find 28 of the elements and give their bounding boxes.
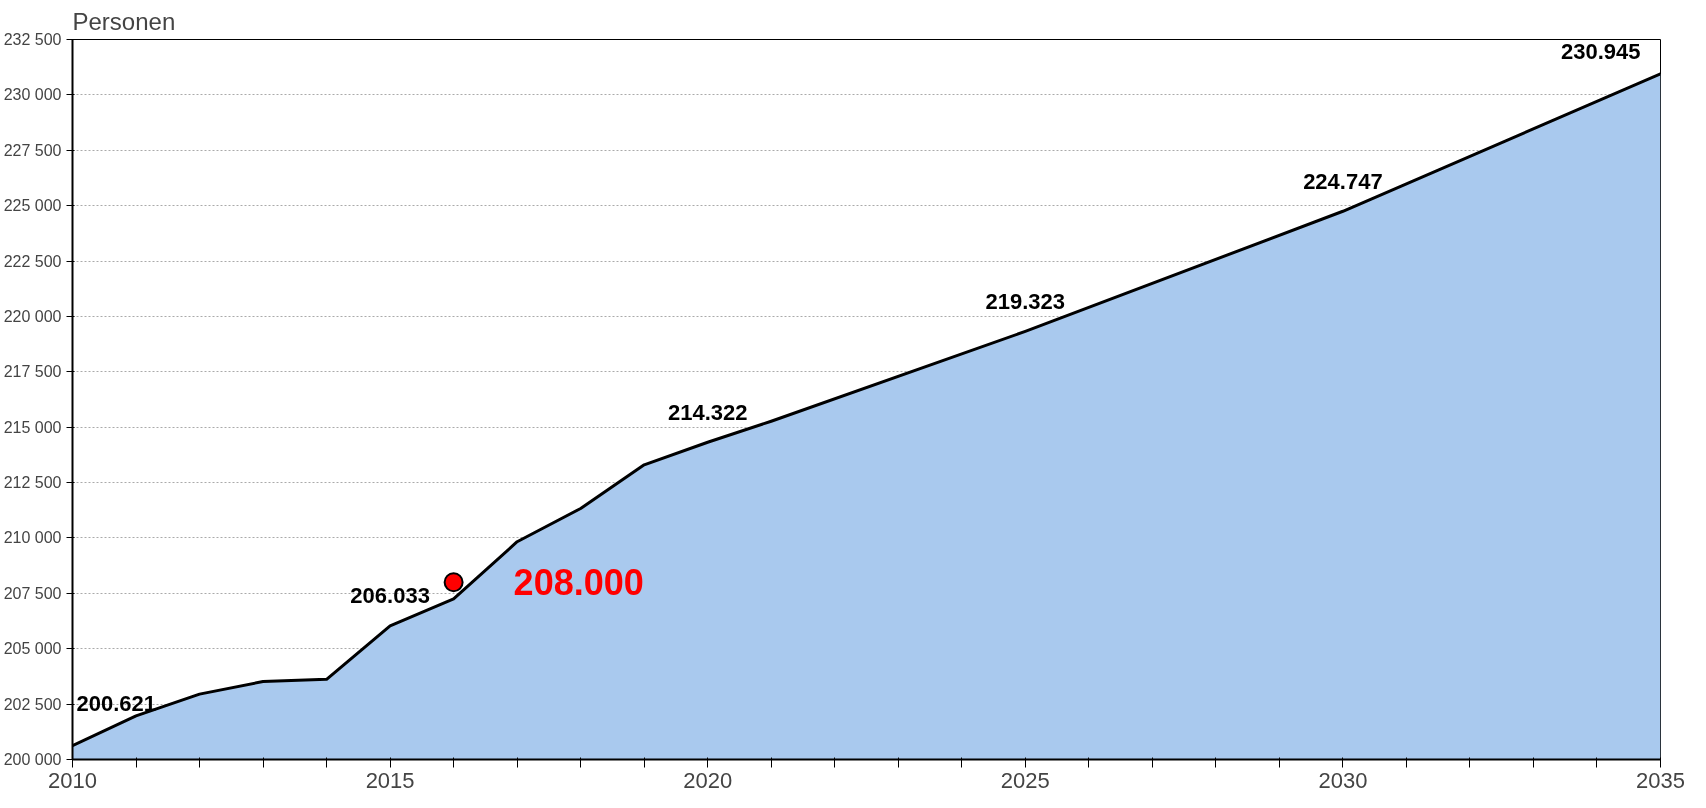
data-label: 224.747 xyxy=(1303,168,1383,194)
data-label: 219.323 xyxy=(985,288,1066,314)
x-tick-label: 2030 xyxy=(1318,767,1368,793)
y-tick-label: 212 500 xyxy=(3,474,62,492)
y-tick-label: 217 500 xyxy=(3,363,62,381)
data-label: 208.000 xyxy=(513,562,644,604)
y-tick-label: 200 000 xyxy=(3,751,62,768)
y-tick-label: 230 000 xyxy=(3,86,62,104)
x-tick-label: 2010 xyxy=(48,767,97,793)
y-tick-label: 210 000 xyxy=(3,529,62,547)
y-tick-label: 202 500 xyxy=(3,695,62,713)
y-tick-label: 232 500 xyxy=(3,31,62,48)
data-label: 230.945 xyxy=(1560,39,1641,65)
data-label: 214.322 xyxy=(667,399,748,425)
y-tick-label: 227 500 xyxy=(3,141,62,159)
y-tick-label: 225 000 xyxy=(3,197,62,215)
x-tick-label: 2015 xyxy=(365,767,415,793)
y-axis-title: Personen xyxy=(72,7,176,35)
y-tick-label: 207 500 xyxy=(3,584,62,602)
y-tick-label: 205 000 xyxy=(3,640,62,658)
x-tick-label: 2025 xyxy=(1000,767,1050,793)
data-label: 200.621 xyxy=(76,691,157,717)
x-tick-label: 2020 xyxy=(683,767,733,793)
y-tick-label: 220 000 xyxy=(3,307,62,325)
data-label: 206.033 xyxy=(350,583,430,609)
x-tick-label: 2035 xyxy=(1636,767,1685,793)
y-tick-label: 222 500 xyxy=(3,252,62,270)
y-tick-label: 215 000 xyxy=(3,418,62,436)
